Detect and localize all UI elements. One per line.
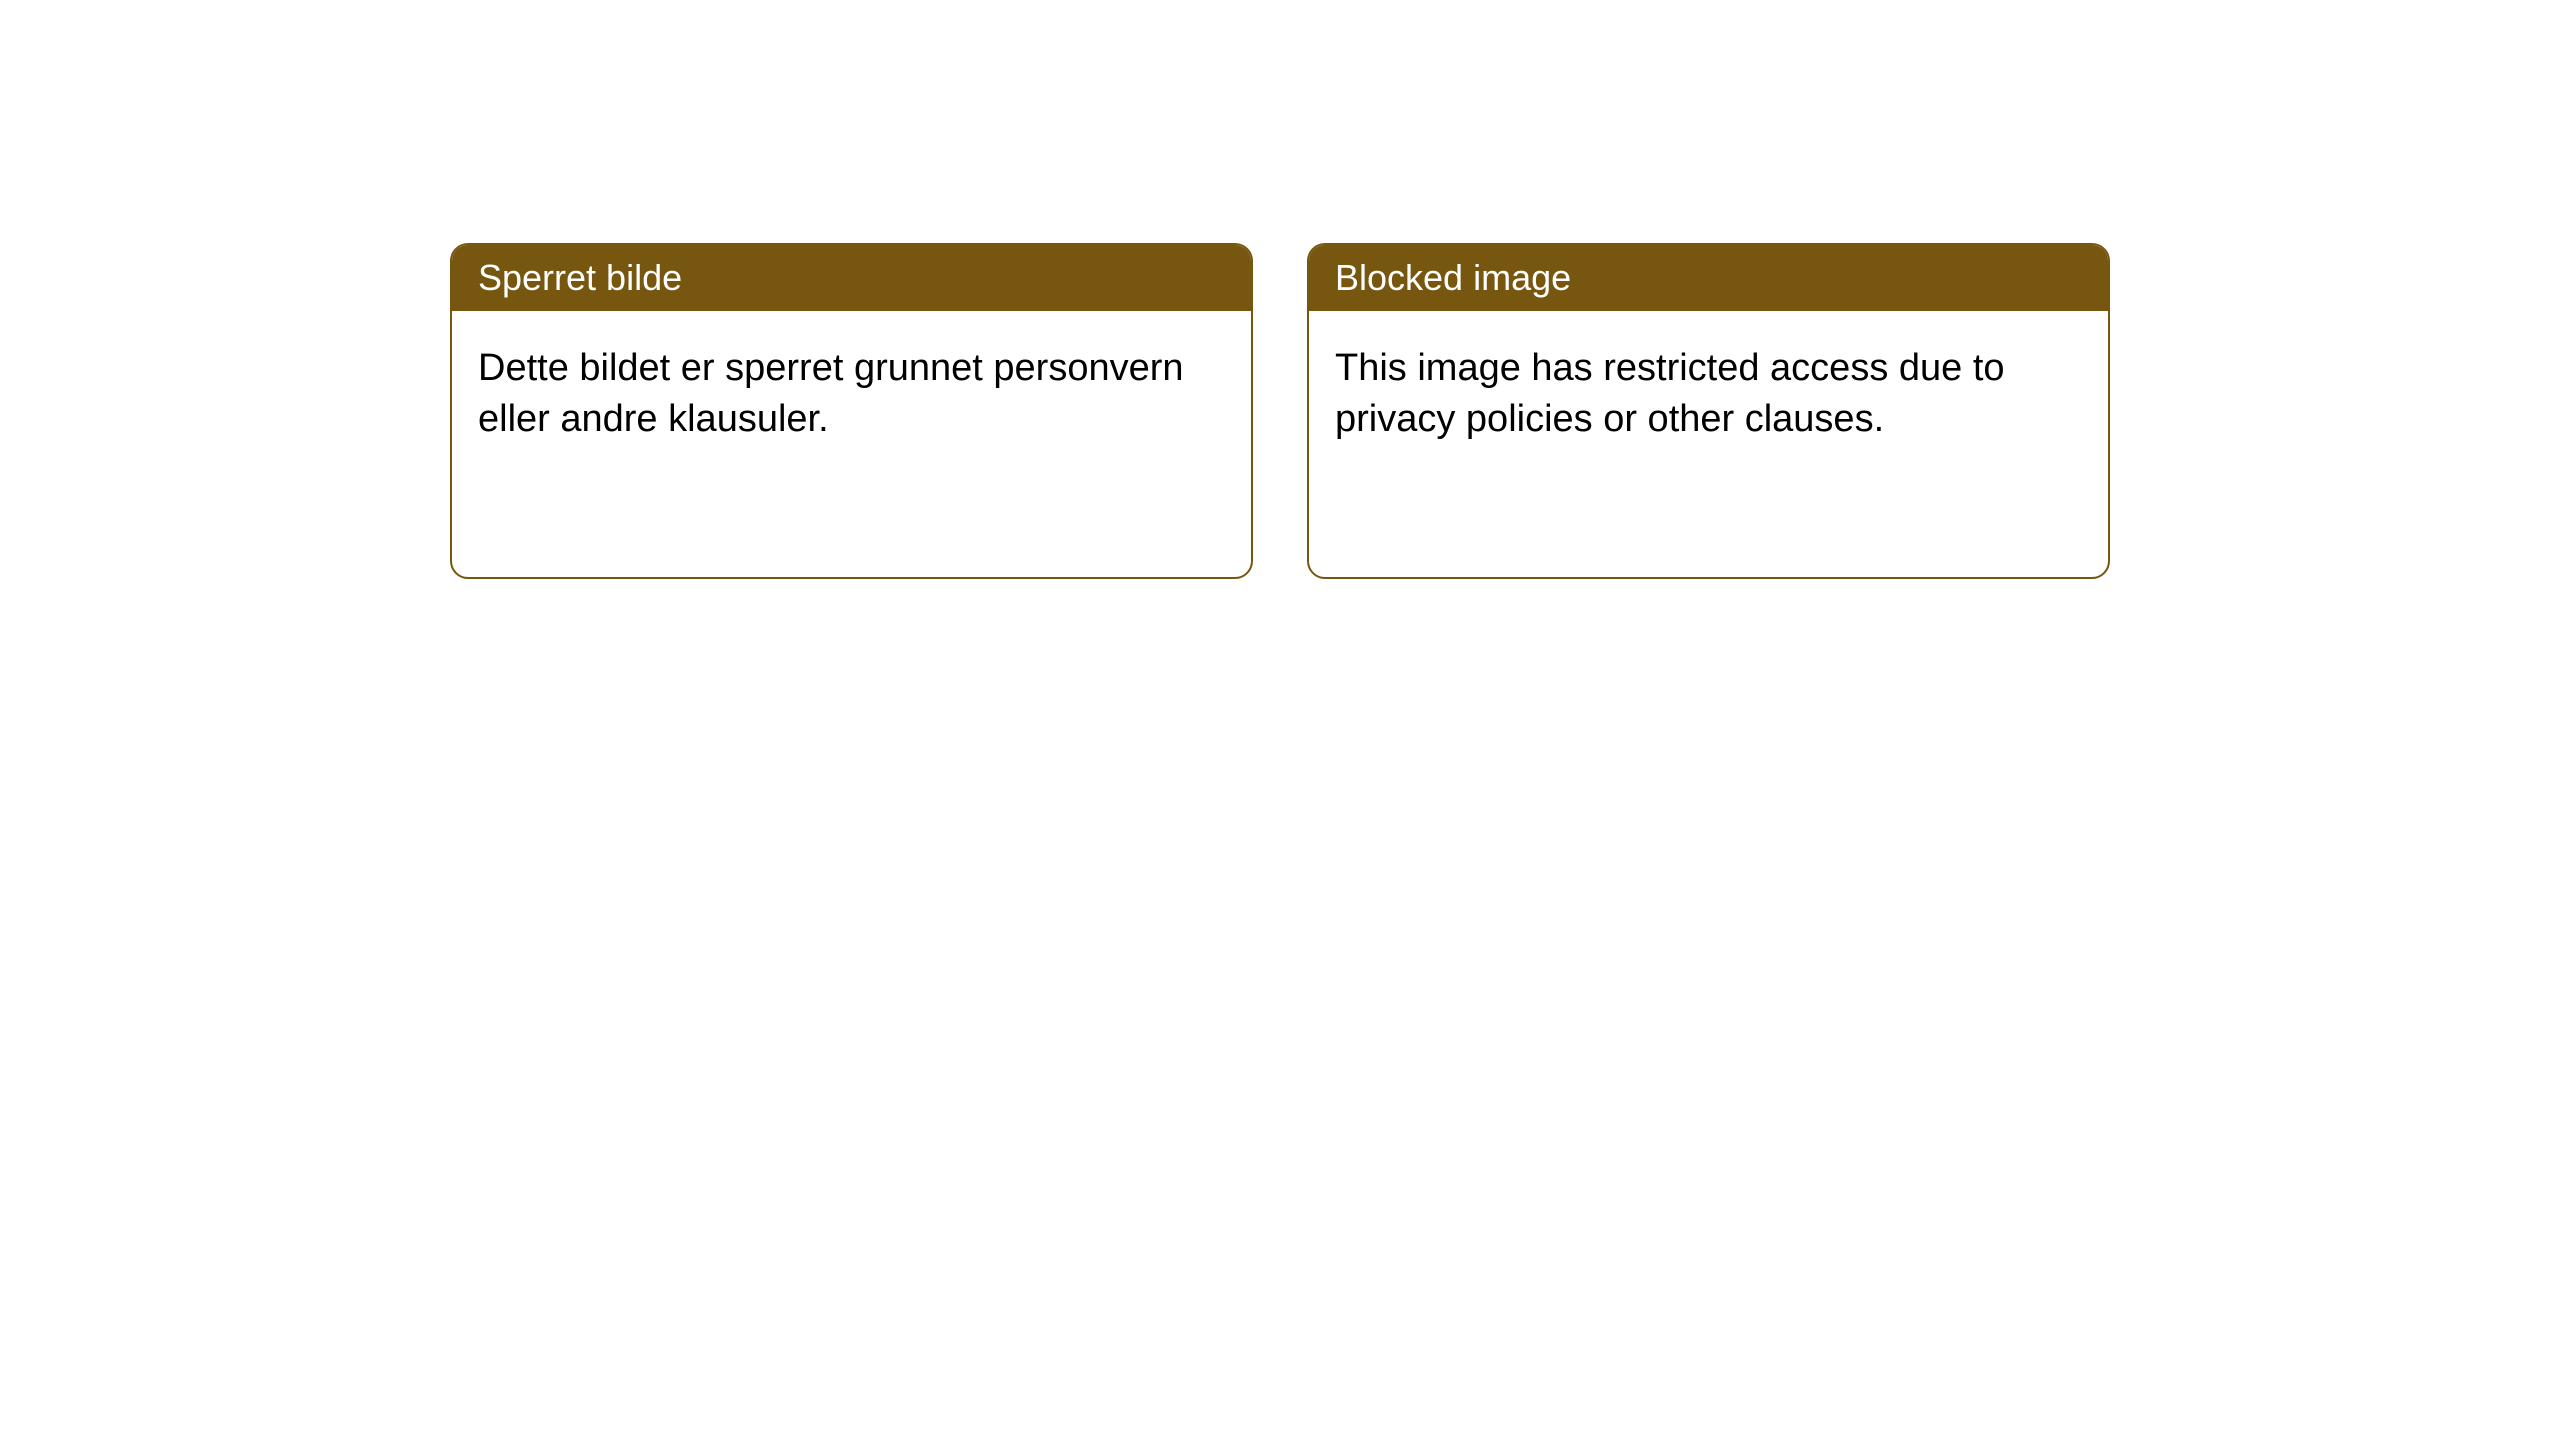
notice-card-english: Blocked image This image has restricted … — [1307, 243, 2110, 579]
notice-message-english: This image has restricted access due to … — [1309, 311, 2108, 478]
notice-card-norwegian: Sperret bilde Dette bildet er sperret gr… — [450, 243, 1253, 579]
notice-container: Sperret bilde Dette bildet er sperret gr… — [450, 243, 2110, 579]
notice-title-english: Blocked image — [1309, 245, 2108, 311]
notice-title-norwegian: Sperret bilde — [452, 245, 1251, 311]
notice-message-norwegian: Dette bildet er sperret grunnet personve… — [452, 311, 1251, 478]
